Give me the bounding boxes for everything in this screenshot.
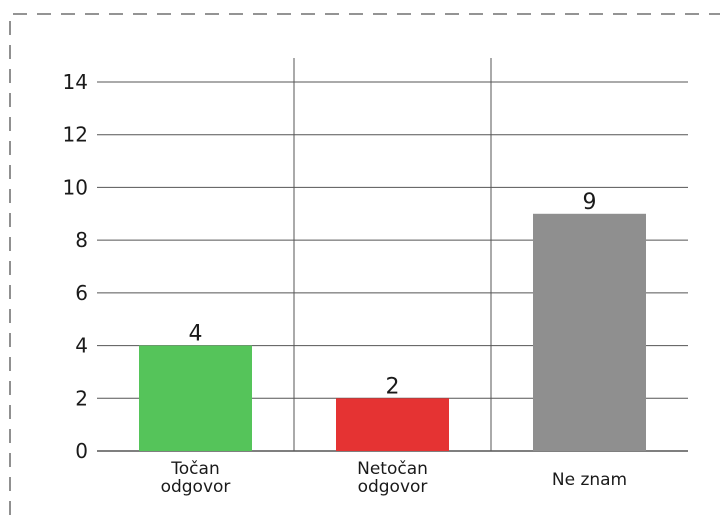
labels: 0 2 4 6 8 10 12 14 4 Točan odgovor 2 Netočan odgovor 9…	[63, 70, 628, 497]
y-tick-label-8: 8	[75, 228, 88, 252]
y-tick-label-2: 2	[75, 386, 88, 410]
y-tick-label-0: 0	[75, 439, 88, 463]
y-tick-label-12: 12	[63, 123, 88, 147]
x-tick-label-1: Točan odgovor	[161, 459, 231, 497]
y-tick-label-4: 4	[75, 334, 88, 358]
y-tick-label-6: 6	[75, 281, 88, 305]
y-tick-label-14: 14	[63, 70, 88, 94]
bar-2	[336, 398, 449, 451]
bar-1	[139, 345, 252, 451]
bars	[139, 213, 646, 451]
x-tick-label-2: Netočan odgovor	[357, 459, 428, 497]
x-tick-label-3: Ne znam	[552, 470, 627, 490]
y-tick-label-10: 10	[63, 175, 88, 199]
data-label-2: 2	[386, 374, 400, 399]
data-label-3: 9	[583, 190, 597, 215]
bar-3	[533, 213, 646, 451]
data-label-1: 4	[189, 322, 203, 347]
